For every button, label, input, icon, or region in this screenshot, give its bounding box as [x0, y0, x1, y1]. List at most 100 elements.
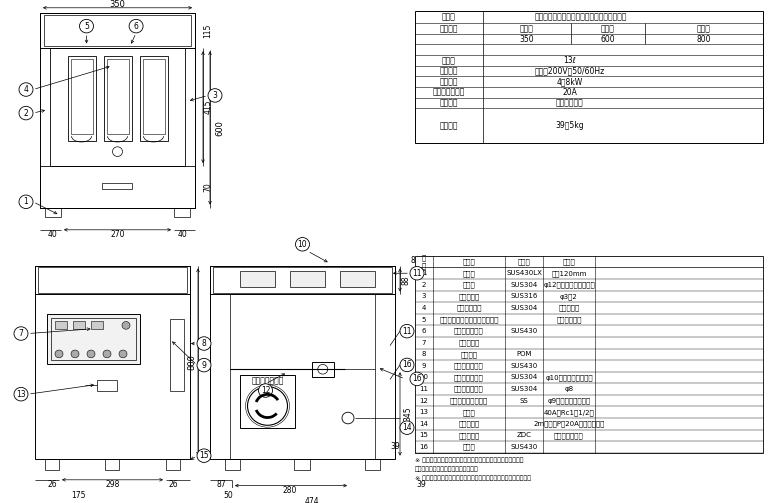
Text: 280: 280 — [283, 486, 297, 495]
Bar — [294, 459, 310, 470]
Text: 油　量: 油 量 — [442, 56, 456, 65]
Text: 品　名: 品 名 — [463, 259, 475, 265]
Bar — [240, 271, 275, 287]
Bar — [210, 266, 395, 459]
Text: 10: 10 — [298, 240, 307, 249]
Bar — [174, 208, 190, 217]
Text: ※ 設備上の注意　部品等の設備については安全の為、消防法の: ※ 設備上の注意 部品等の設備については安全の為、消防法の — [415, 458, 524, 463]
Bar — [142, 59, 165, 134]
Text: 備　考: 備 考 — [563, 259, 575, 265]
Text: 13ℓ: 13ℓ — [564, 56, 577, 65]
Text: 温度センサ: 温度センサ — [458, 293, 480, 300]
Text: ※ 外観の為、仕様及び外形を予告なしに変更することがあります。: ※ 外観の為、仕様及び外形を予告なしに変更することがあります。 — [415, 475, 531, 480]
Text: 40A（Rc1　1/2）: 40A（Rc1 1/2） — [544, 409, 594, 415]
Text: 16: 16 — [402, 361, 412, 369]
Circle shape — [71, 350, 79, 358]
Text: φ3．2: φ3．2 — [560, 293, 578, 300]
Text: 6: 6 — [134, 22, 139, 31]
Text: 操作パネル: 操作パネル — [458, 340, 480, 346]
Text: 基板接続式: 基板接続式 — [558, 305, 580, 311]
Bar — [40, 13, 195, 48]
Bar — [35, 266, 190, 459]
Circle shape — [342, 412, 354, 424]
Text: 設備基準に従って設置してください。: 設備基準に従って設置してください。 — [415, 466, 479, 472]
Text: 16: 16 — [412, 374, 422, 383]
Text: SUS430: SUS430 — [511, 363, 537, 369]
Text: 350: 350 — [109, 1, 126, 10]
Text: SUS304: SUS304 — [511, 282, 537, 288]
Circle shape — [197, 337, 211, 350]
Bar — [340, 271, 375, 287]
Bar — [44, 15, 191, 46]
Text: 7: 7 — [18, 329, 23, 338]
Text: 800: 800 — [188, 354, 196, 370]
Text: φ10　ナイロン取活付: φ10 ナイロン取活付 — [545, 374, 593, 381]
Text: 9: 9 — [202, 361, 206, 370]
Text: 70: 70 — [203, 182, 213, 192]
Text: SS: SS — [520, 398, 528, 403]
Text: 消費電力: 消費電力 — [440, 77, 458, 86]
Text: 1: 1 — [422, 270, 427, 276]
Text: 600: 600 — [601, 35, 615, 44]
Text: 1: 1 — [24, 197, 28, 206]
Text: 5: 5 — [84, 22, 89, 31]
Text: 外形寸法: 外形寸法 — [440, 24, 458, 33]
Bar — [415, 11, 763, 143]
Circle shape — [19, 106, 33, 120]
Text: 製品重量: 製品重量 — [440, 121, 458, 130]
Text: 415: 415 — [203, 100, 213, 115]
Text: SUS430: SUS430 — [511, 328, 537, 334]
Text: 16: 16 — [420, 444, 428, 450]
Bar — [225, 459, 240, 470]
Circle shape — [129, 20, 143, 33]
Text: 三相　200V　50/60Hz: 三相 200V 50/60Hz — [535, 66, 605, 75]
Text: 26: 26 — [47, 480, 57, 489]
Text: 操作盤決: 操作盤決 — [460, 351, 477, 358]
Text: 50: 50 — [223, 491, 233, 500]
Text: 安全装置: 安全装置 — [440, 99, 458, 107]
Text: 11: 11 — [402, 326, 412, 336]
Bar — [47, 314, 140, 364]
Text: ストッパーバー: ストッパーバー — [454, 386, 484, 392]
Text: 474: 474 — [304, 496, 319, 503]
Text: 7: 7 — [422, 340, 427, 346]
Bar — [106, 59, 129, 134]
Text: 87: 87 — [216, 480, 226, 489]
Text: SUS304: SUS304 — [511, 305, 537, 311]
Text: SUS316: SUS316 — [511, 293, 537, 299]
Text: クロメッキ仕上: クロメッキ仕上 — [554, 432, 584, 439]
Bar — [73, 321, 85, 329]
Circle shape — [410, 267, 424, 280]
Text: SUS430: SUS430 — [511, 444, 537, 450]
Text: 開　口: 開 口 — [520, 24, 534, 33]
Text: 13: 13 — [16, 390, 26, 399]
Bar — [40, 166, 195, 208]
Text: SUS430LX: SUS430LX — [506, 270, 542, 276]
Text: 2m　接地P　20A接地プラグ付: 2m 接地P 20A接地プラグ付 — [534, 421, 604, 427]
Text: ハイリミット: ハイリミット — [457, 305, 482, 311]
Circle shape — [103, 350, 111, 358]
Circle shape — [247, 387, 287, 425]
Text: 8: 8 — [202, 339, 206, 348]
Bar — [102, 184, 132, 189]
Text: 13: 13 — [420, 409, 428, 415]
Text: 使用元間接容量: 使用元間接容量 — [433, 88, 465, 97]
Bar — [166, 459, 180, 470]
Text: φ12　遙郎コーティング: φ12 遙郎コーティング — [543, 282, 595, 288]
Text: 40: 40 — [177, 230, 187, 239]
Text: ヒータボックス: ヒータボックス — [454, 328, 484, 334]
Circle shape — [410, 372, 424, 386]
Circle shape — [55, 350, 63, 358]
Bar — [71, 59, 92, 134]
Bar — [97, 380, 117, 391]
Text: 2: 2 — [24, 109, 28, 118]
Bar — [38, 268, 187, 293]
Text: 3: 3 — [422, 293, 427, 299]
Text: 39: 39 — [416, 480, 426, 489]
Bar — [365, 459, 380, 470]
Text: SUS304: SUS304 — [511, 386, 537, 392]
Text: 40: 40 — [48, 230, 58, 239]
Text: 26: 26 — [168, 480, 178, 489]
Text: 350: 350 — [520, 35, 534, 44]
Bar — [55, 321, 67, 329]
